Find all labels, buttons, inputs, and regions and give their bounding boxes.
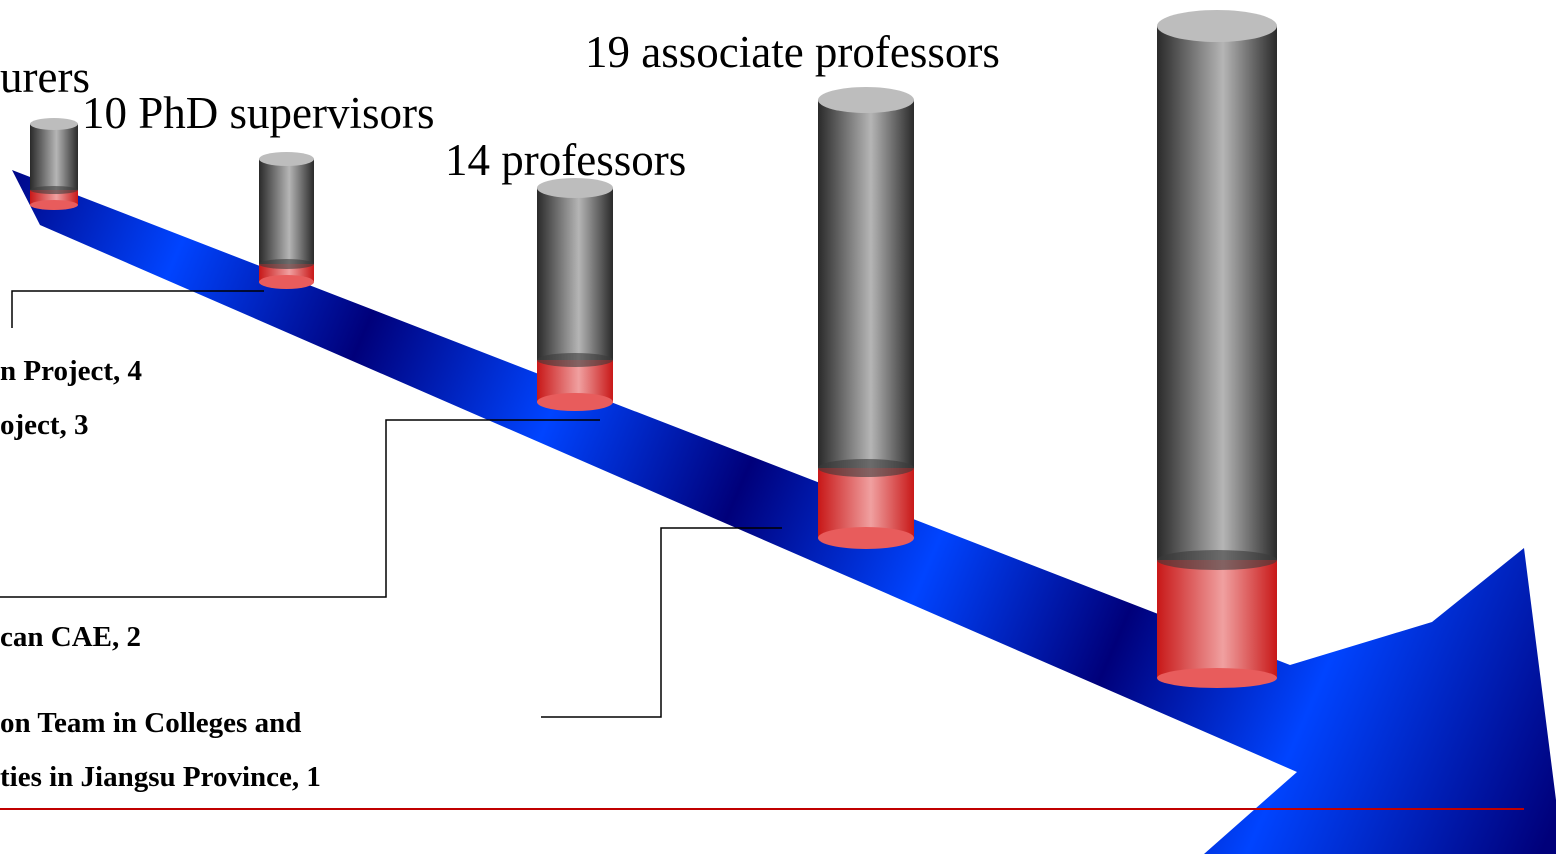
label-professors: 14 professors [445,135,687,185]
label-lecturers: urers [0,52,90,102]
cylinder-lecturers [30,118,78,210]
cylinder-fifth [1157,10,1277,688]
cylinder-associate-professors [818,87,914,549]
cylinder-phd-supervisors [259,152,314,289]
callout-text-3b: ties in Jiangsu Province, 1 [0,761,321,793]
growth-arrow [12,170,1556,854]
callout-text-3a: on Team in Colleges and [0,707,302,739]
label-phd-supervisors: 10 PhD supervisors [82,88,435,138]
callout-text-1b: oject, 3 [0,409,89,441]
callout-text-1a: n Project, 4 [0,355,142,387]
callout-text-2: can CAE, 2 [0,621,141,653]
cylinder-professors [537,178,613,411]
callout-line-1 [11,290,264,328]
callout-line-3 [541,527,782,718]
callout-line-2 [0,419,600,598]
label-associate-professors: 19 associate professors [585,27,1000,77]
